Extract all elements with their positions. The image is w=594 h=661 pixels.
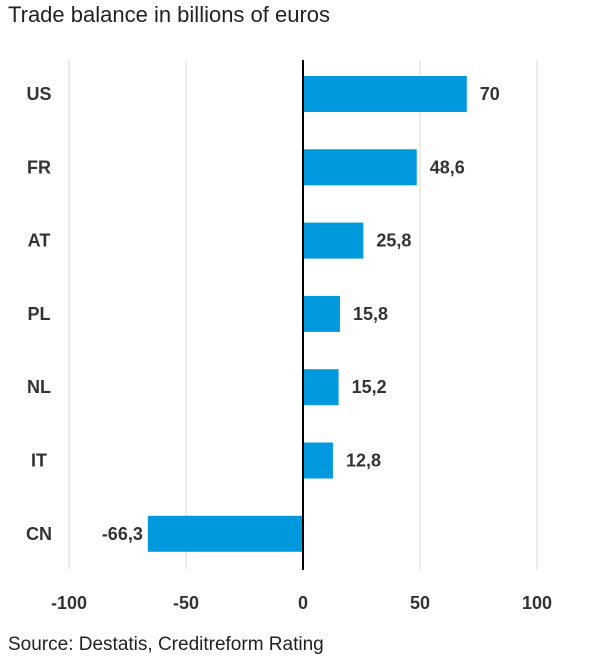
value-label: 48,6: [430, 157, 465, 177]
category-label: AT: [28, 231, 51, 251]
category-label: CN: [26, 524, 52, 544]
x-tick-label: 0: [298, 593, 308, 613]
labels: US 70 FR 48,6 AT 25,8 PL 15,8 NL 15,2 IT 12,8 CN -66,…: [26, 84, 500, 544]
bar-it: [303, 442, 333, 479]
category-label: US: [26, 84, 51, 104]
value-label: 15,8: [353, 304, 388, 324]
bar-cn: [147, 515, 303, 552]
category-label: PL: [27, 304, 50, 324]
category-label: IT: [31, 451, 47, 471]
grid-lines: [68, 60, 538, 570]
x-axis: -100 -50 0 50 100: [51, 60, 552, 613]
category-label: NL: [27, 377, 51, 397]
bars: [147, 76, 467, 552]
value-label: 25,8: [376, 231, 411, 251]
bar-nl: [303, 369, 339, 406]
value-label: -66,3: [102, 524, 143, 544]
bar-pl: [303, 295, 340, 332]
bar-at: [303, 222, 364, 259]
x-tick-label: -50: [173, 593, 199, 613]
source-note: Source: Destatis, Creditreform Rating: [8, 634, 324, 655]
x-tick-label: 100: [522, 593, 552, 613]
value-label: 12,8: [346, 451, 381, 471]
bar-us: [303, 76, 467, 112]
chart-title: Trade balance in billions of euros: [8, 2, 331, 27]
value-label: 70: [480, 84, 500, 104]
x-tick-label: -100: [51, 593, 87, 613]
bar-fr: [303, 149, 417, 186]
category-label: FR: [27, 157, 51, 177]
x-tick-label: 50: [410, 593, 430, 613]
value-label: 15,2: [352, 377, 387, 397]
